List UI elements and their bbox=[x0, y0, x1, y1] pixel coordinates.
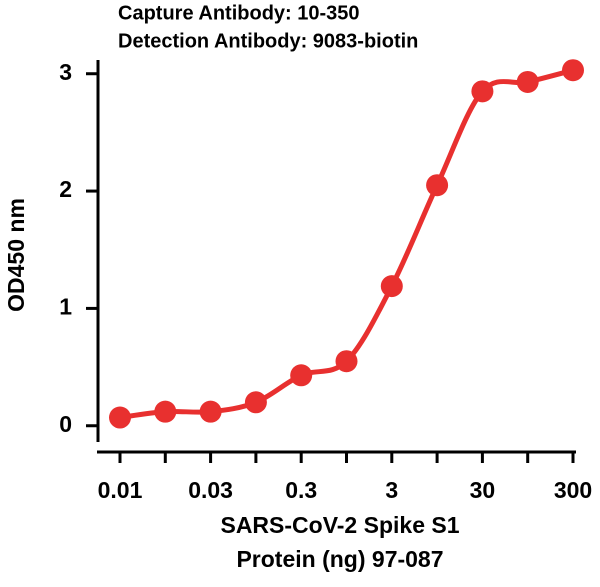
x-tick-label: 0.03 bbox=[188, 477, 233, 503]
data-point bbox=[562, 59, 584, 82]
y-tick-label: 0 bbox=[59, 411, 72, 437]
data-point bbox=[290, 364, 313, 387]
data-point bbox=[426, 174, 449, 197]
y-tick-label: 3 bbox=[59, 59, 72, 85]
y-axis-label: OD450 nm bbox=[3, 198, 29, 312]
x-tick-label: 3 bbox=[385, 477, 398, 503]
x-tick-label: 0.01 bbox=[98, 477, 143, 503]
x-tick-label: 30 bbox=[470, 477, 496, 503]
data-point bbox=[154, 400, 177, 423]
y-tick-label: 2 bbox=[59, 176, 72, 202]
y-tick-label: 1 bbox=[59, 293, 72, 319]
data-point bbox=[335, 350, 358, 373]
x-axis-label: Protein (ng) 97-087 bbox=[236, 546, 443, 572]
x-tick-label: 300 bbox=[554, 477, 592, 503]
data-point bbox=[516, 70, 539, 93]
x-axis-label: SARS-CoV-2 Spike S1 bbox=[220, 512, 459, 538]
chart-title: Capture Antibody: 10-350 bbox=[118, 2, 360, 24]
data-point bbox=[471, 80, 494, 103]
chart-title: Detection Antibody: 9083-biotin bbox=[118, 30, 418, 52]
data-point bbox=[380, 275, 403, 298]
data-point bbox=[244, 391, 267, 414]
data-point bbox=[109, 406, 131, 429]
data-point bbox=[199, 400, 222, 423]
x-tick-label: 0.3 bbox=[285, 477, 317, 503]
